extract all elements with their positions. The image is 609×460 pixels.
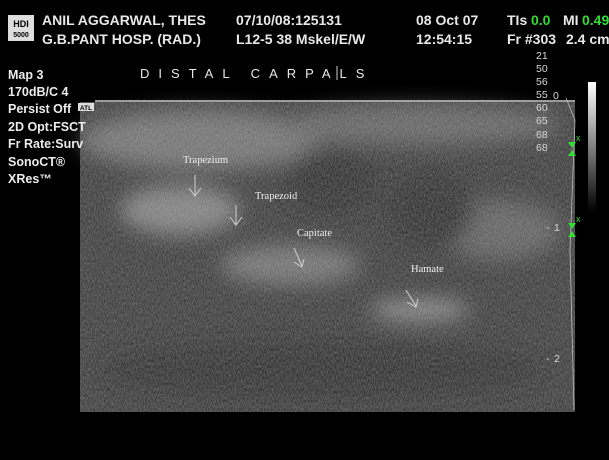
study-id: 07/10/08:125131	[236, 12, 342, 28]
label: Capitate	[297, 228, 332, 239]
scale-value: 50	[536, 63, 548, 75]
scale-value: 65	[536, 115, 548, 127]
scale-value: 68	[536, 142, 548, 154]
date: 08 Oct 07	[416, 12, 478, 28]
setting: 2D Opt:FSCT	[8, 120, 86, 134]
setting: Map 3	[8, 68, 43, 82]
label: Trapezoid	[255, 191, 298, 202]
svg-text:x: x	[576, 133, 581, 143]
scale-value: 68	[536, 129, 548, 141]
setting: XRes™	[8, 172, 52, 186]
screen: HDI 5000 ANIL AGGARWAL, THES G.B.PANT HO…	[0, 0, 609, 460]
tis-label: TIs	[507, 12, 527, 28]
label: Hamate	[411, 264, 444, 275]
depth-mark-tick: -	[546, 353, 550, 365]
label: Trapezium	[183, 155, 228, 166]
scale-values: 21 50 56 55 60 65 68 68	[536, 50, 548, 154]
scale-value: 56	[536, 76, 548, 88]
page: {"header":{"logo":["HDI","5000"],"patien…	[0, 0, 609, 460]
scale-value: 55	[536, 89, 548, 101]
time: 12:54:15	[416, 31, 472, 47]
mi-value: 0.49	[582, 12, 609, 28]
hospital: G.B.PANT HOSP. (RAD.)	[42, 31, 201, 47]
setting: SonoCT®	[8, 155, 66, 169]
depth-mark: 0	[553, 90, 559, 102]
setting: 170dB/C 4	[8, 85, 68, 99]
patient: ANIL AGGARWAL, THES	[42, 12, 206, 28]
scale-value: 60	[536, 102, 548, 114]
grayscale-bar	[588, 82, 596, 212]
depth-mark: 1	[554, 222, 560, 234]
depth-mark: 2	[554, 353, 560, 365]
setting: Persist Off	[8, 102, 72, 116]
depth-mark-tick: -	[546, 222, 550, 234]
probe: L12-5 38 Mskel/E/W	[236, 31, 366, 47]
tis-value: 0.0	[531, 12, 551, 28]
badge: ATL	[80, 105, 92, 112]
ultrasound-image	[80, 101, 575, 412]
logo-text: HDI	[13, 19, 29, 29]
svg-text:x: x	[576, 214, 581, 224]
frame: Fr #303	[507, 31, 556, 47]
scale-value: 21	[536, 50, 548, 62]
title: DISTAL CARPALS	[140, 66, 373, 81]
setting: Fr Rate:Surv	[8, 137, 83, 151]
mi-label: MI	[563, 12, 579, 28]
logo-text: 5000	[13, 32, 29, 39]
depth: 2.4 cm	[566, 31, 609, 47]
